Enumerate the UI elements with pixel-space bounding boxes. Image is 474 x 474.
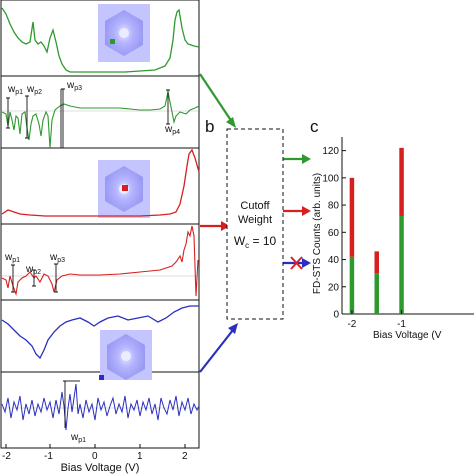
blue-peak-labels: wp1 <box>70 432 86 444</box>
svg-text:wp1: wp1 <box>7 84 23 96</box>
left-tick-label: 2 <box>182 451 188 462</box>
bar-segment-green <box>399 215 404 314</box>
blue-spectrum-curve <box>1 305 199 360</box>
chart-y-tick-label: 0 <box>333 310 339 321</box>
inset-image-red <box>98 160 150 218</box>
tip-position-marker-red <box>122 185 128 191</box>
green-peak-brackets <box>6 88 170 148</box>
svg-text:wp3: wp3 <box>49 252 65 264</box>
fd-sts-bar-chart: 0 20 40 60 80 100 120 -2 -1 FD-STS Counts (arb. … <box>312 137 474 341</box>
svg-text:Cutoff: Cutoff <box>240 200 270 212</box>
chart-y-tick-label: 20 <box>328 282 340 293</box>
chart-y-axis-label: FD-STS Counts (arb. units) <box>312 173 323 294</box>
red-spectrum-curve <box>1 148 200 217</box>
chart-y-tick-label: 40 <box>328 255 340 266</box>
left-tick-label: -2 <box>2 451 11 462</box>
left-x-axis-label: Bias Voltage (V) <box>61 462 140 474</box>
chart-bars <box>349 147 404 314</box>
inset-image-blue <box>99 330 152 380</box>
svg-text:wp1: wp1 <box>70 432 86 444</box>
left-tick-label: 1 <box>137 451 143 462</box>
red-peak-labels: wp1 wp2 wp3 <box>4 252 65 276</box>
panel-b-label: b <box>205 117 214 136</box>
flow-arrows <box>199 73 311 373</box>
chart-y-tick-label: 120 <box>322 146 339 157</box>
panel-c-label: c <box>310 117 319 136</box>
blue-derivative-curve <box>1 383 200 431</box>
svg-text:wp2: wp2 <box>26 84 42 96</box>
chart-y-tick-label: 100 <box>322 173 339 184</box>
bar-segment-green <box>374 273 379 314</box>
chart-y-tick-label: 80 <box>328 201 340 212</box>
svg-text:Wc = 10: Wc = 10 <box>234 234 277 250</box>
left-panels: wp1 wp2 wp3 wp4 wp1 wp2 wp3 w <box>0 0 200 474</box>
tip-position-marker-green <box>110 39 115 44</box>
red-peak-brackets <box>11 263 58 293</box>
green-spectrum-curve <box>1 7 200 73</box>
green-derivative-curve <box>1 91 200 149</box>
svg-text:Weight: Weight <box>238 214 272 226</box>
chart-ticks: 0 20 40 60 80 100 120 -2 -1 <box>322 146 406 330</box>
chart-x-tick-label: -1 <box>397 319 406 330</box>
green-peak-labels: wp1 wp2 wp3 wp4 <box>7 80 180 136</box>
bar-segment-green <box>349 256 355 314</box>
left-x-axis: -2 -1 0 1 2 Bias Voltage (V) <box>1 444 199 474</box>
inset-image-green <box>98 4 150 62</box>
rejected-cross-icon <box>290 256 303 270</box>
bar-segment-red <box>374 251 379 274</box>
bar-segment-red <box>399 147 404 216</box>
cutoff-weight-text: Cutoff Weight Wc = 10 <box>234 200 277 250</box>
panel-red-derivative <box>0 223 200 301</box>
chart-y-tick-label: 60 <box>328 228 340 239</box>
panel-blue-derivative <box>0 371 200 449</box>
cutoff-weight-box <box>226 128 284 320</box>
svg-text:wp4: wp4 <box>164 124 180 136</box>
tip-position-marker-blue <box>99 375 104 380</box>
chart-axes <box>341 137 474 315</box>
bar-segment-red <box>349 177 355 257</box>
chart-x-tick-label: -2 <box>347 319 356 330</box>
svg-text:wp2: wp2 <box>25 264 41 276</box>
red-derivative-curve <box>1 225 199 297</box>
blue-peak-brackets <box>63 380 80 428</box>
left-tick-label: -1 <box>44 451 53 462</box>
svg-text:wp1: wp1 <box>4 252 20 264</box>
chart-x-axis-label: Bias Voltage (V <box>373 330 442 341</box>
svg-text:wp3: wp3 <box>66 80 82 92</box>
left-tick-label: 0 <box>92 451 98 462</box>
